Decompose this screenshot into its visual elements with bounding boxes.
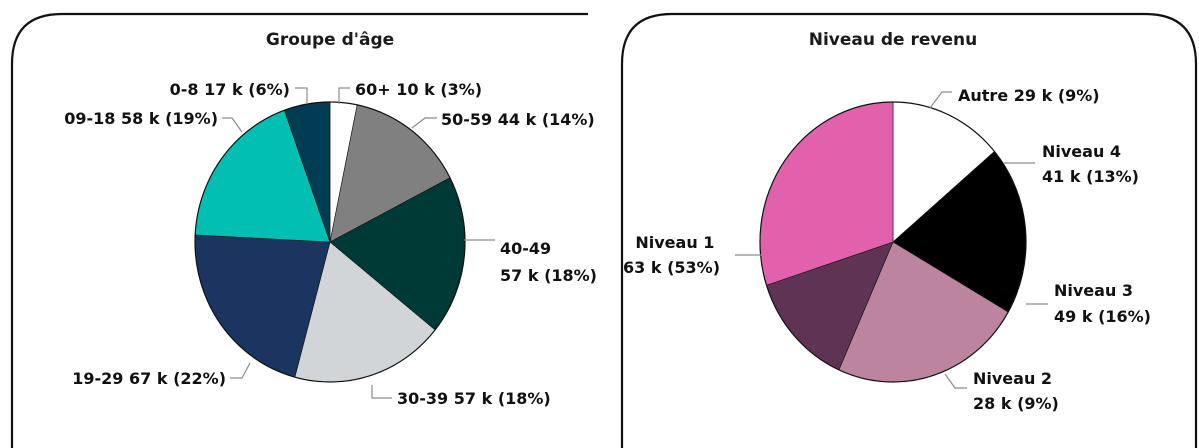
income-label-niveau-4: Niveau 4 41 k (13%)	[1042, 142, 1139, 186]
income-pie	[759, 101, 1027, 383]
age-pie-outline	[194, 101, 466, 383]
age-pie	[194, 101, 466, 383]
income-label-niveau-1: Niveau 1 63 k (53%)	[623, 233, 720, 277]
income-chart-title: Niveau de revenu	[809, 30, 978, 50]
age-label-19-29: 19-29 67 k (22%)	[72, 369, 226, 388]
age-leader-lines	[222, 87, 495, 399]
income-label-niveau-2: Niveau 2 28 k (9%)	[973, 369, 1059, 413]
age-label-0-8: 0-8 17 k (6%)	[170, 80, 290, 99]
age-chart-title: Groupe d'âge	[266, 30, 394, 50]
income-label-autre: Autre 29 k (9%)	[958, 86, 1100, 105]
age-label-50-59: 50-59 44 k (14%)	[441, 110, 595, 129]
income-pie-outline	[759, 101, 1027, 383]
age-label-60plus: 60+ 10 k (3%)	[355, 80, 482, 99]
age-label-09-18: 09-18 58 k (19%)	[64, 109, 218, 128]
income-label-niveau-3: Niveau 3 49 k (16%)	[1054, 281, 1151, 326]
age-label-40-49: 40-49 57 k (18%)	[500, 239, 597, 285]
income-leader-lines	[735, 91, 1048, 389]
age-label-30-39: 30-39 57 k (18%)	[397, 389, 551, 408]
